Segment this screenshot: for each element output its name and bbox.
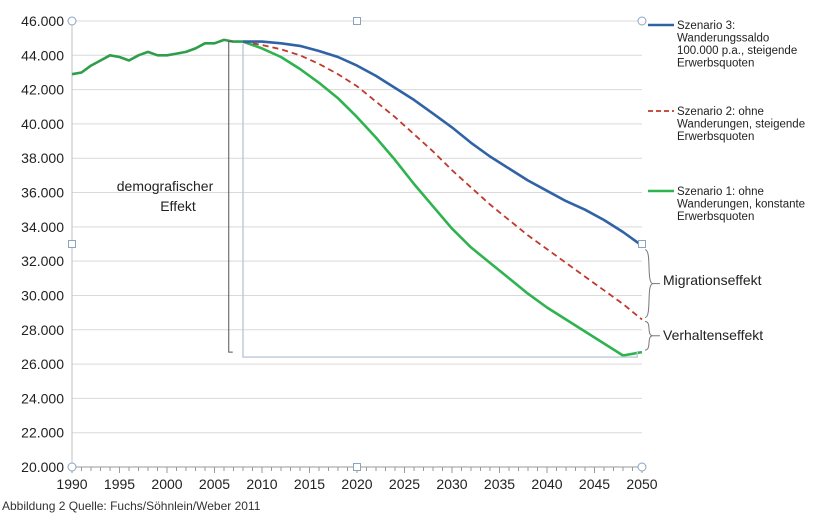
migration-effect-brace: [644, 249, 654, 318]
migration-effect-label: Migrationseffekt: [663, 272, 762, 288]
legend-label: Wanderungen, konstante: [677, 199, 805, 211]
y-tick-label: 28.000: [21, 322, 64, 338]
y-tick-label: 32.000: [21, 253, 64, 269]
resize-handle-bottom[interactable]: [353, 463, 361, 471]
resize-handle-top[interactable]: [353, 17, 361, 25]
y-tick-label: 22.000: [21, 425, 64, 441]
y-tick-label: 26.000: [21, 356, 64, 372]
x-tick-label: 2005: [199, 476, 230, 492]
selection-handles[interactable]: [67, 16, 647, 472]
x-tick-label: 2030: [436, 476, 467, 492]
demografic-effect-label: demografischer: [117, 178, 214, 194]
effect-box-outline: [242, 43, 638, 358]
y-tick-label: 46.000: [21, 13, 64, 29]
resize-handle-bottom-left[interactable]: [67, 462, 77, 472]
resize-handle-bottom-right[interactable]: [637, 462, 647, 472]
series-line-1: [242, 40, 643, 357]
resize-handle-top-left[interactable]: [67, 16, 77, 26]
legend-label: Erwerbsquoten: [677, 211, 754, 223]
legend-label: Szenario 2: ohne: [677, 106, 764, 118]
y-tick-label: 36.000: [21, 185, 64, 201]
y-tick-label: 24.000: [21, 390, 64, 406]
y-tick-label: 34.000: [21, 219, 64, 235]
x-tick-label: 2040: [531, 476, 562, 492]
effect-annotations: demografischer Effekt Migrationseffekt Verh…: [117, 41, 763, 358]
x-tick-label: 2050: [626, 476, 657, 492]
behavior-effect-brace: [644, 320, 654, 351]
x-tick-label: 2045: [579, 476, 610, 492]
legend-label: 100.000 p.a., steigende: [677, 45, 797, 57]
series-lines: [71, 38, 643, 357]
x-tick-label: 2010: [246, 476, 277, 492]
series-line-2: [242, 40, 643, 321]
legend-label: Erwerbsquoten: [677, 58, 754, 70]
x-tick-label: 1995: [104, 476, 135, 492]
resize-handle-right[interactable]: [638, 240, 646, 248]
demografic-effect-bracket: [228, 41, 233, 353]
y-tick-label: 44.000: [21, 47, 64, 63]
legend-label: Wanderungen, steigende: [677, 119, 805, 131]
historical-line: [71, 38, 243, 76]
y-tick-label: 30.000: [21, 287, 64, 303]
legend-label: Wanderungssaldo: [677, 33, 769, 45]
y-tick-label: 40.000: [21, 116, 64, 132]
resize-handle-left[interactable]: [68, 240, 76, 248]
y-tick-label: 20.000: [21, 459, 64, 475]
behavior-effect-label: Verhaltenseffekt: [663, 327, 763, 343]
legend-label: Szenario 1: ohne: [677, 186, 764, 198]
x-tick-label: 2025: [389, 476, 420, 492]
y-tick-label: 38.000: [21, 150, 64, 166]
x-tick-label: 2000: [151, 476, 182, 492]
gridlines: [72, 20, 642, 468]
x-tick-label: 2020: [341, 476, 372, 492]
legend-label: Szenario 3:: [677, 20, 735, 32]
x-tick-label: 1990: [56, 476, 87, 492]
figure-caption: Abbildung 2 Quelle: Fuchs/Söhnlein/Weber…: [2, 499, 261, 513]
demografic-effect-label: Effekt: [160, 198, 196, 214]
x-tick-label: 2035: [484, 476, 515, 492]
legend-label: Erwerbsquoten: [677, 131, 754, 143]
axes: 20.000 22.000 24.000 26.000 28.000 30.000 32.0…: [21, 13, 658, 492]
resize-handle-top-right[interactable]: [637, 16, 647, 26]
y-tick-label: 42.000: [21, 82, 64, 98]
series-line-3: [243, 40, 643, 247]
x-tick-label: 2015: [294, 476, 325, 492]
